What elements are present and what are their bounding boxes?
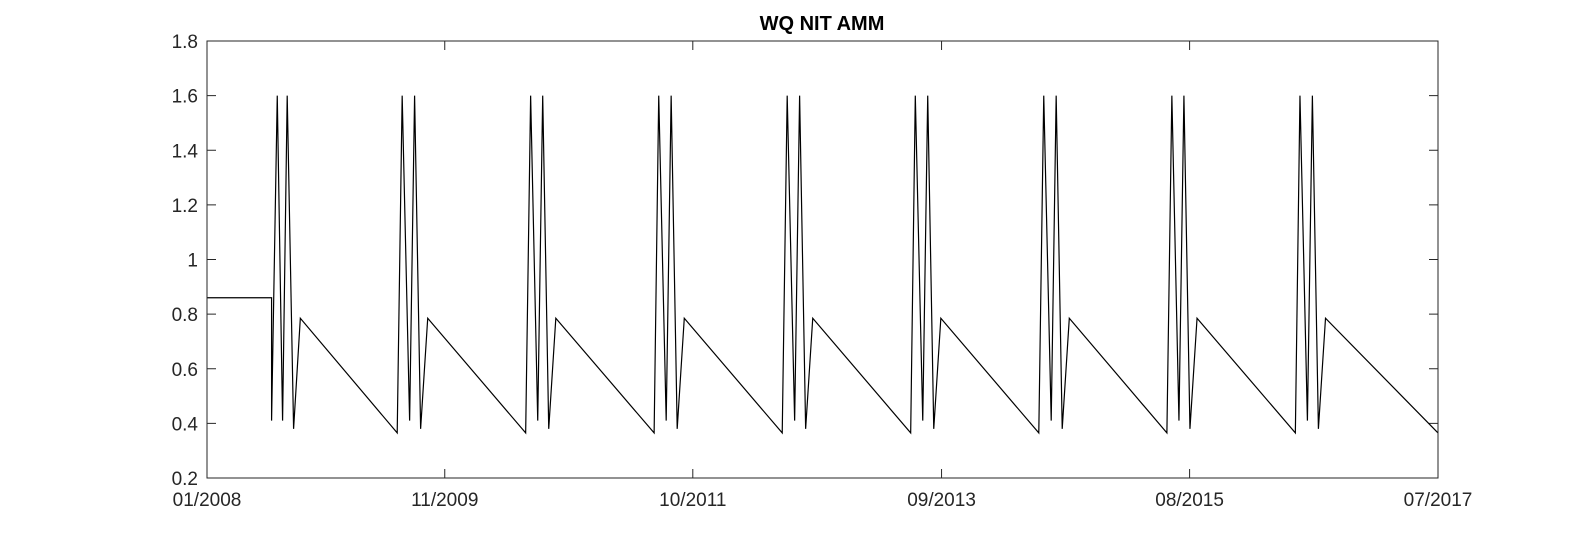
tick-labels: 0.2 0.4 0.6 0.8 1 1.2 1.4 1.6 1.8 01/2008 11/2009 1… — [172, 32, 1473, 511]
y-tick-label: 1.2 — [172, 196, 198, 217]
x-tick-label: 01/2008 — [173, 490, 242, 511]
y-tick-label: 0.6 — [172, 360, 198, 381]
y-tick-label: 0.8 — [172, 305, 198, 326]
axis-ticks — [206, 40, 1439, 479]
x-tick-label: 10/2011 — [659, 490, 726, 511]
y-tick-label: 1 — [187, 251, 198, 272]
y-tick-label: 0.4 — [172, 414, 199, 435]
y-tick-label: 1.8 — [172, 32, 198, 53]
y-tick-label: 0.2 — [172, 469, 198, 490]
y-tick-label: 1.4 — [172, 141, 199, 162]
series-line — [207, 95, 1439, 435]
x-tick-label: 07/2017 — [1404, 490, 1473, 511]
chart-title: WQ NIT AMM — [760, 13, 885, 35]
x-tick-label: 11/2009 — [411, 490, 478, 511]
x-tick-label: 09/2013 — [907, 490, 976, 511]
plot-box — [206, 40, 1439, 479]
y-tick-label: 1.6 — [172, 87, 198, 108]
x-tick-label: 08/2015 — [1155, 490, 1224, 511]
series-layer — [207, 95, 1439, 435]
